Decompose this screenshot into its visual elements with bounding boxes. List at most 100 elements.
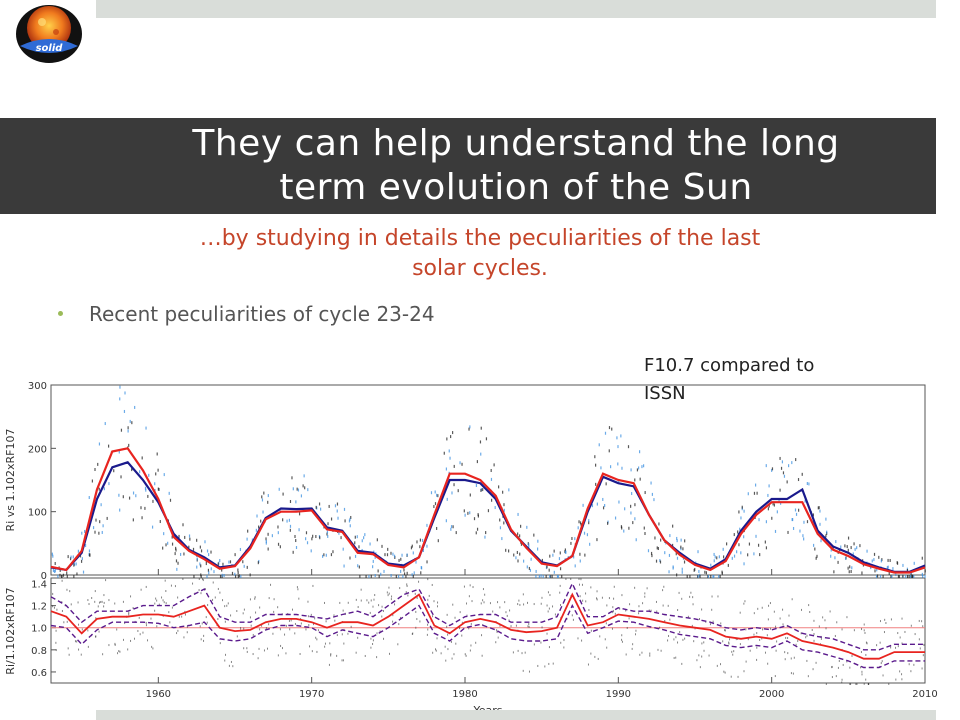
monthly-point (178, 534, 180, 538)
ratio-point (161, 596, 163, 599)
ratio-point (164, 579, 166, 582)
ratio-point (472, 586, 474, 589)
ratio-point (505, 611, 507, 614)
monthly-point (476, 460, 478, 464)
ratio-point (252, 653, 254, 656)
ratio-point (55, 629, 57, 632)
monthly-point (847, 536, 850, 540)
monthly-point (503, 503, 505, 507)
ratio-point (61, 579, 63, 582)
monthly-point (342, 547, 344, 551)
ratio-point (386, 591, 388, 594)
monthly-point (70, 555, 72, 559)
slide-subtitle-line2: solar cycles. (412, 256, 548, 281)
monthly-point (921, 572, 923, 576)
ratio-point (699, 666, 701, 669)
monthly-point (354, 541, 356, 545)
ratio-point (851, 654, 853, 657)
monthly-point (374, 574, 376, 578)
ratio-point (866, 642, 868, 645)
ratio-point (899, 636, 901, 639)
monthly-point (196, 538, 198, 542)
monthly-point (771, 468, 773, 472)
ratio-point (496, 629, 498, 632)
monthly-point (624, 507, 626, 511)
monthly-point (549, 575, 552, 578)
ratio-point (696, 659, 698, 662)
monthly-point (188, 534, 191, 538)
ratio-point (431, 583, 433, 586)
ratio-point (481, 654, 483, 657)
ratio-point (559, 584, 561, 587)
ratio-point (263, 649, 265, 652)
ratio-point (200, 638, 202, 641)
monthly-point (818, 506, 820, 510)
ratio-point (150, 617, 152, 620)
monthly-point (748, 542, 751, 546)
monthly-point (631, 492, 633, 496)
monthly-point (564, 550, 566, 554)
monthly-point (689, 575, 691, 578)
monthly-point (73, 563, 75, 567)
monthly-point (887, 558, 889, 562)
ratio-point (370, 637, 372, 640)
ratio-point (497, 636, 499, 639)
ratio-point (879, 620, 881, 623)
ratio-point (910, 670, 912, 673)
monthly-point (205, 562, 207, 566)
ratio-point (611, 627, 613, 630)
monthly-point (588, 521, 590, 525)
monthly-point (779, 456, 781, 460)
ratio-point (132, 606, 134, 609)
monthly-point (851, 566, 853, 570)
monthly-point (298, 528, 300, 532)
monthly-point (861, 571, 863, 575)
ratio-point (407, 594, 409, 597)
ratio-point (308, 624, 310, 627)
monthly-point (334, 504, 337, 508)
ratio-point (921, 667, 923, 670)
ratio-point (716, 664, 718, 667)
monthly-point (788, 464, 790, 468)
ratio-point (692, 603, 694, 606)
monthly-point (672, 524, 674, 528)
monthly-point (122, 495, 124, 499)
ratio-point (581, 583, 583, 586)
ratio-point (69, 590, 71, 593)
bottom-ytick-label: 1.2 (31, 602, 47, 613)
ratio-point (577, 637, 579, 640)
monthly-point (445, 467, 448, 471)
monthly-point (644, 491, 646, 495)
ratio-point (68, 653, 70, 656)
monthly-point (350, 515, 352, 519)
monthly-point (210, 550, 212, 554)
ratio-point (572, 618, 574, 621)
monthly-point (768, 484, 770, 488)
ratio-point (342, 609, 344, 612)
ratio-point (835, 675, 837, 678)
monthly-point (207, 568, 210, 572)
ratio-point (737, 675, 739, 678)
ratio-point (831, 665, 833, 668)
ratio-point (663, 585, 665, 588)
ratio-point (787, 652, 789, 655)
ratio-point (517, 649, 519, 652)
monthly-point (676, 539, 678, 543)
ratio-point (324, 645, 326, 648)
bottom-ytick-label: 0.8 (31, 646, 47, 657)
monthly-point (295, 546, 298, 550)
ri-smoothed-line (50, 461, 926, 573)
ratio-point (767, 618, 769, 621)
ratio-point (890, 618, 892, 621)
ratio-point (879, 641, 881, 644)
ratio-point (201, 622, 203, 625)
monthly-point (336, 509, 338, 513)
monthly-point (450, 435, 452, 439)
monthly-point (208, 553, 210, 557)
ratio-point (919, 647, 921, 650)
ratio-point (563, 639, 565, 642)
monthly-point (295, 539, 297, 543)
ratio-point (745, 660, 747, 663)
xtick-label: 1990 (606, 689, 631, 700)
monthly-point (349, 556, 351, 560)
